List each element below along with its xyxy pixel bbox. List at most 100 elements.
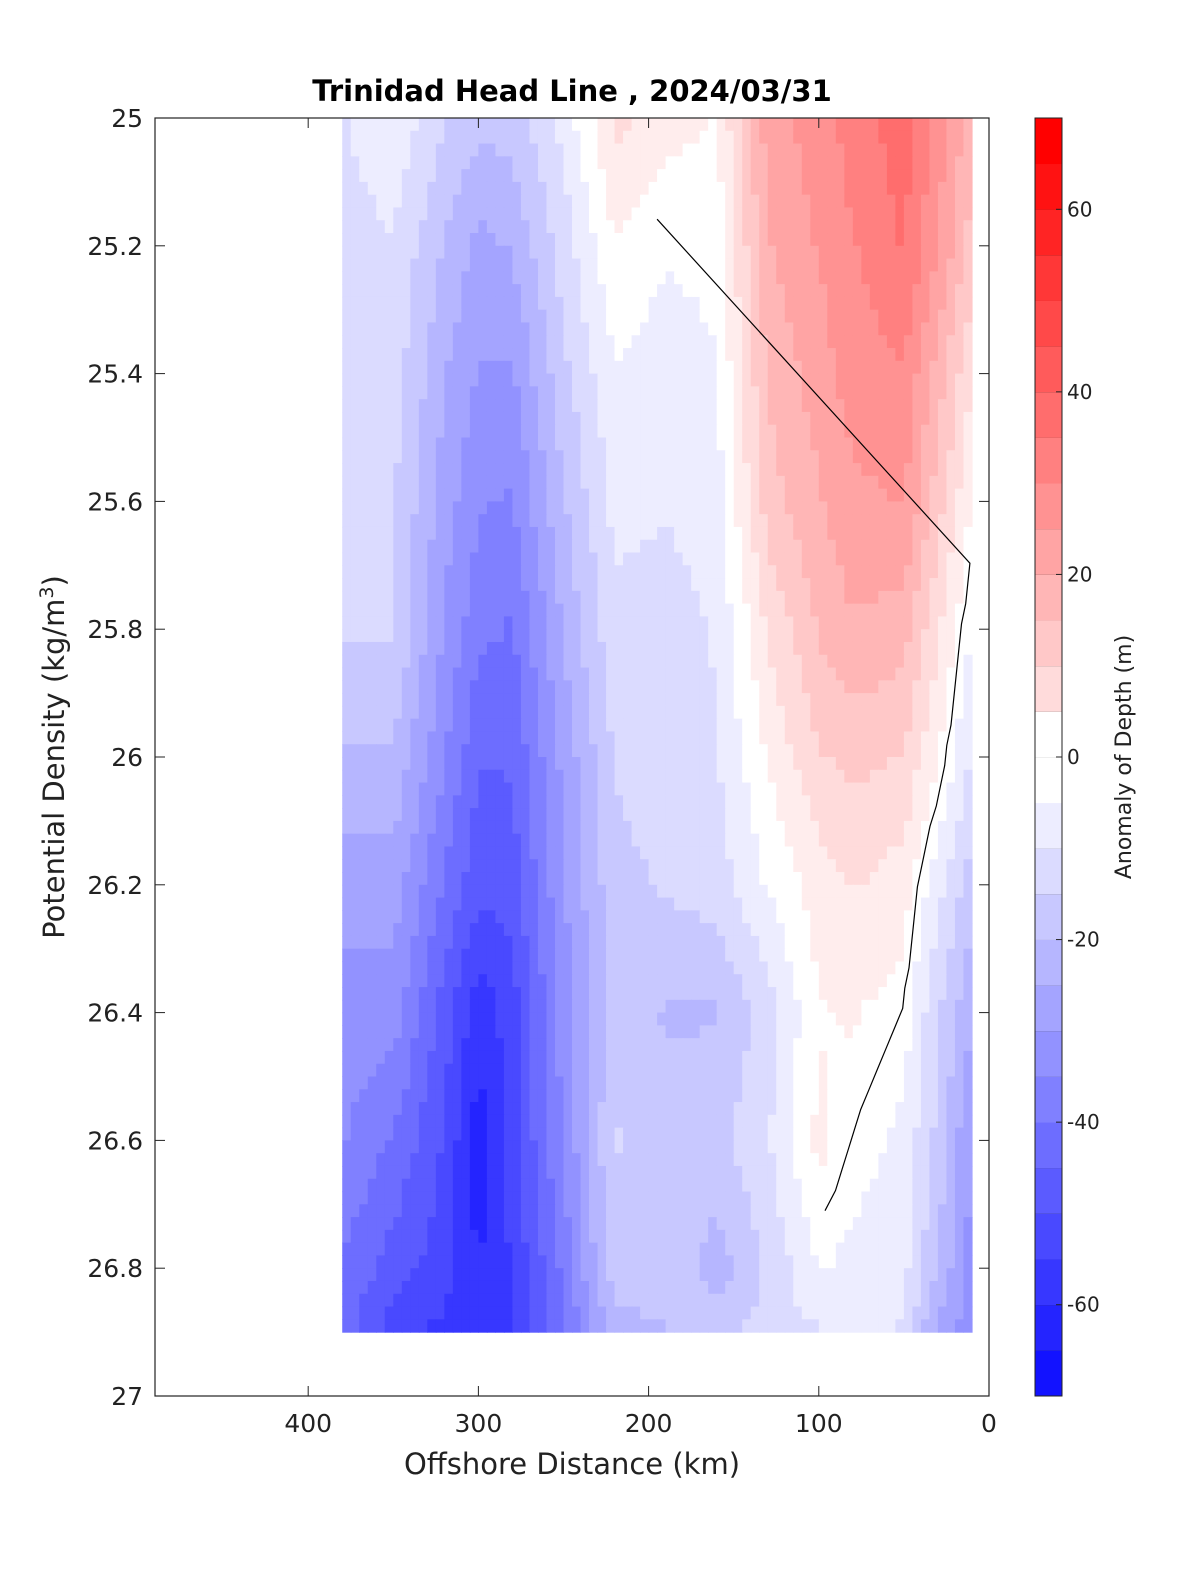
- contour-cell: [895, 808, 905, 822]
- contour-cell: [801, 833, 811, 848]
- contour-cell: [733, 284, 743, 298]
- contour-cell: [725, 808, 735, 822]
- contour-cell: [827, 923, 837, 937]
- contour-cell: [835, 322, 845, 336]
- contour-cell: [384, 820, 394, 835]
- contour-cell: [827, 181, 837, 196]
- contour-cell: [852, 680, 862, 694]
- contour-cell: [852, 245, 862, 260]
- contour-cell: [937, 718, 948, 733]
- contour-cell: [376, 181, 386, 196]
- contour-cell: [818, 757, 828, 771]
- contour-cell: [469, 437, 479, 451]
- contour-cell: [546, 220, 556, 234]
- contour-cell: [852, 501, 862, 515]
- contour-cell: [784, 795, 794, 809]
- contour-cell: [886, 501, 896, 515]
- contour-cell: [631, 514, 641, 528]
- contour-cell: [384, 450, 394, 464]
- contour-cell: [801, 411, 811, 426]
- contour-cell: [563, 629, 573, 643]
- contour-cell: [563, 795, 573, 809]
- contour-cell: [359, 450, 369, 464]
- contour-cell: [623, 386, 633, 400]
- contour-cell: [708, 872, 718, 886]
- contour-cell: [963, 309, 973, 324]
- contour-cell: [725, 539, 735, 554]
- contour-cell: [810, 629, 820, 643]
- contour-cell: [495, 424, 505, 439]
- contour-cell: [767, 757, 777, 771]
- contour-cell: [597, 552, 607, 566]
- contour-cell: [614, 258, 624, 272]
- contour-cell: [827, 705, 837, 720]
- contour-cell: [427, 194, 437, 209]
- contour-cell: [563, 207, 573, 221]
- contour-cell: [554, 526, 565, 541]
- contour-cell: [512, 757, 522, 771]
- contour-cell: [401, 386, 411, 400]
- contour-cell: [520, 565, 531, 579]
- contour-cell: [623, 641, 633, 656]
- contour-cell: [657, 373, 667, 387]
- contour-cell: [572, 309, 582, 324]
- contour-cell: [920, 833, 931, 848]
- contour-cell: [708, 488, 718, 502]
- contour-cell: [912, 501, 922, 515]
- contour-cell: [954, 399, 965, 413]
- contour-cell: [393, 475, 403, 490]
- contour-cell: [793, 552, 803, 566]
- contour-cell: [674, 130, 684, 145]
- contour-cell: [784, 335, 794, 349]
- contour-cell: [869, 424, 879, 439]
- contour-cell: [606, 539, 616, 554]
- contour-cell: [716, 143, 726, 157]
- contour-cell: [818, 399, 828, 413]
- contour-cell: [606, 130, 616, 145]
- contour-cell: [835, 424, 845, 439]
- contour-cell: [461, 910, 471, 924]
- contour-cell: [699, 233, 709, 247]
- contour-cell: [750, 437, 760, 451]
- contour-cell: [801, 731, 811, 745]
- contour-cell: [784, 399, 794, 413]
- contour-cell: [418, 769, 428, 784]
- contour-cell: [861, 769, 871, 784]
- contour-cell: [393, 923, 403, 937]
- contour-cell: [725, 718, 735, 733]
- contour-cell: [410, 271, 420, 285]
- contour-cell: [444, 194, 454, 209]
- contour-cell: [835, 335, 845, 349]
- contour-cell: [486, 488, 497, 502]
- contour-cell: [776, 118, 786, 132]
- contour-cell: [682, 156, 692, 170]
- contour-cell: [529, 181, 539, 196]
- contour-cell: [537, 130, 548, 145]
- contour-cell: [563, 271, 573, 285]
- contour-cell: [886, 859, 896, 873]
- contour-cell: [657, 169, 667, 183]
- contour-cell: [665, 667, 675, 681]
- contour-cell: [520, 373, 531, 387]
- contour-cell: [827, 935, 837, 950]
- contour-cell: [725, 820, 735, 835]
- contour-cell: [563, 974, 573, 988]
- contour-cell: [648, 744, 658, 758]
- contour-cell: [946, 961, 956, 975]
- contour-cell: [546, 731, 556, 745]
- contour-cell: [759, 220, 769, 234]
- contour-cell: [793, 296, 803, 311]
- contour-cell: [691, 859, 701, 873]
- contour-cell: [418, 629, 428, 643]
- contour-cell: [503, 795, 514, 809]
- contour-cell: [946, 322, 956, 336]
- contour-cell: [512, 322, 522, 336]
- contour-cell: [929, 399, 939, 413]
- contour-cell: [478, 872, 488, 886]
- contour-cell: [512, 348, 522, 362]
- contour-cell: [367, 935, 377, 950]
- contour-cell: [572, 961, 582, 975]
- contour-cell: [912, 820, 922, 835]
- contour-cell: [920, 437, 931, 451]
- contour-cell: [580, 220, 590, 234]
